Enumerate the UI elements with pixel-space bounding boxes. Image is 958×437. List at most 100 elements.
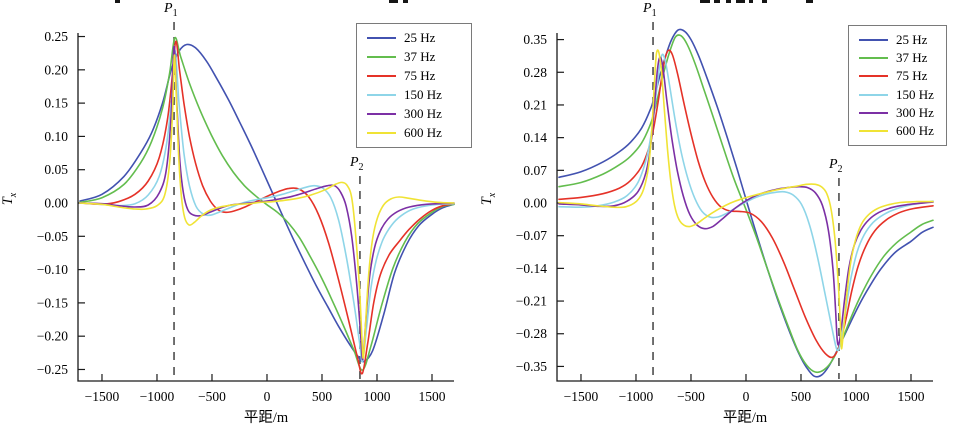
- annotation-label-P2: P2: [349, 155, 364, 173]
- x-tick-label: −1500: [85, 389, 120, 404]
- y-tick-label: −0.25: [37, 362, 68, 377]
- cropped-caption-fragment: [115, 0, 120, 3]
- legend-box: 25 Hz 37 Hz 75 Hz 150 Hz 300 Hz 600 Hz: [848, 25, 947, 146]
- legend-entry-label: 75 Hz: [404, 68, 436, 84]
- cropped-caption-fragment: [700, 0, 710, 3]
- legend-line-sample: [367, 56, 396, 59]
- x-tick-label: 0: [264, 389, 271, 404]
- y-tick-label: 0.00: [44, 196, 68, 211]
- legend-entry-label: 25 Hz: [404, 30, 436, 46]
- annotation-label-P1: P1: [164, 1, 178, 19]
- y-tick-label: −0.10: [37, 262, 68, 277]
- legend-line-sample: [367, 37, 396, 40]
- panel-left: 0.25 0.20 0.15 0.10 0.05 0.00 −0.05 −0.10 −0.15 −…: [0, 1, 472, 426]
- legend-line-sample: [859, 57, 888, 60]
- y-tick-label: −0.14: [516, 261, 547, 276]
- legend-entry: 25 Hz: [367, 30, 471, 46]
- annotation-label-P1: P1: [643, 1, 657, 19]
- legend-line-sample: [859, 93, 888, 96]
- legend-line-sample: [859, 75, 888, 78]
- y-tick-label: 0.28: [523, 65, 547, 80]
- legend-entry: 37 Hz: [859, 50, 946, 66]
- y-axis-title-subscript: x: [486, 192, 498, 198]
- cropped-caption-fragment: [736, 0, 745, 3]
- legend-entry-label: 300 Hz: [896, 104, 934, 120]
- legend-line-sample: [859, 39, 888, 42]
- axis-spines: [556, 33, 933, 382]
- y-axis-title: Tx: [479, 179, 501, 219]
- x-tick-label: −1000: [140, 389, 175, 404]
- y-tick-label: −0.20: [37, 329, 68, 344]
- x-tick-label: 1500: [418, 389, 445, 404]
- legend-box: 25 Hz 37 Hz 75 Hz 150 Hz 300 Hz 600 Hz: [356, 23, 472, 148]
- legend-entry: 75 Hz: [859, 68, 946, 84]
- y-tick-label: −0.05: [37, 229, 68, 244]
- cropped-caption-fragment: [403, 0, 408, 3]
- y-tick-label: 0.20: [44, 62, 68, 77]
- x-tick-label: 500: [791, 389, 812, 404]
- x-tick-label: −500: [677, 389, 705, 404]
- series-curve-75-Hz: [79, 40, 455, 375]
- panel-right: 0.35 0.28 0.21 0.14 0.07 0.00 −0.07 −0.14 −0.21 −…: [479, 0, 958, 437]
- legend-entry-label: 300 Hz: [404, 105, 442, 121]
- x-tick-label: −1000: [619, 389, 654, 404]
- cropped-caption-fragment: [806, 0, 813, 3]
- legend-entry-label: 37 Hz: [896, 50, 928, 66]
- x-axis-title: 平距/m: [243, 410, 289, 426]
- axis-spines: [77, 33, 454, 382]
- legend-entry-label: 75 Hz: [896, 68, 928, 84]
- series-curve-37-Hz: [79, 36, 455, 371]
- legend-line-sample: [859, 129, 888, 132]
- y-tick-label: −0.07: [516, 228, 547, 243]
- y-tick-label: 0.14: [523, 130, 547, 145]
- cropped-caption-fragment: [749, 0, 753, 3]
- x-tick-label: 1000: [842, 389, 869, 404]
- x-tick-label: 500: [312, 389, 333, 404]
- y-tick-label: 0.00: [523, 196, 547, 211]
- legend-entry-label: 600 Hz: [404, 124, 442, 140]
- legend-entry: 600 Hz: [367, 125, 471, 141]
- y-axis-title-text: T: [0, 197, 16, 206]
- x-tick-label: −500: [198, 389, 226, 404]
- y-axis-title-text: T: [479, 197, 495, 206]
- x-tick-label: 0: [743, 389, 750, 404]
- chart-svg-right: 0.35 0.28 0.21 0.14 0.07 0.00 −0.07 −0.14 −0.21 −…: [516, 22, 934, 404]
- y-tick-label: 0.35: [523, 32, 547, 47]
- legend-line-sample: [859, 111, 888, 114]
- y-tick-label: 0.07: [523, 163, 547, 178]
- y-tick-label: 0.21: [523, 97, 547, 112]
- cropped-caption-fragment: [714, 0, 720, 3]
- legend-entry: 300 Hz: [367, 106, 471, 122]
- series-curve-600-Hz: [79, 54, 455, 359]
- legend-entry: 25 Hz: [859, 32, 946, 48]
- annotation-label-P2: P2: [828, 157, 843, 175]
- y-tick-label: −0.15: [37, 295, 68, 310]
- x-tick-label: 1000: [363, 389, 390, 404]
- y-tick-label: 0.10: [44, 129, 68, 144]
- y-tick-label: 0.25: [44, 29, 68, 44]
- series-curve-37-Hz: [558, 34, 934, 374]
- series-curve-25-Hz: [558, 28, 934, 378]
- legend-entry-label: 600 Hz: [896, 122, 934, 138]
- cropped-caption-fragment: [726, 0, 731, 3]
- y-tick-label: 0.15: [44, 96, 68, 111]
- y-tick-label: −0.35: [516, 359, 547, 374]
- legend-entry: 150 Hz: [367, 87, 471, 103]
- y-tick-label: −0.28: [516, 326, 547, 341]
- x-tick-label: −1500: [564, 389, 599, 404]
- legend-entry-label: 37 Hz: [404, 49, 436, 65]
- series-curve-150-Hz: [79, 49, 455, 363]
- legend-entry: 150 Hz: [859, 87, 946, 103]
- legend-entry: 600 Hz: [859, 123, 946, 139]
- legend-entry: 75 Hz: [367, 68, 471, 84]
- y-axis-title-subscript: x: [7, 192, 19, 198]
- y-axis-title: Tx: [0, 179, 22, 219]
- series-curve-300-Hz: [79, 45, 455, 361]
- legend-entry-label: 150 Hz: [896, 86, 934, 102]
- legend-line-sample: [367, 131, 396, 134]
- legend-line-sample: [367, 93, 396, 96]
- legend-entry-label: 150 Hz: [404, 86, 442, 102]
- x-tick-label: 1500: [897, 389, 924, 404]
- legend-entry: 37 Hz: [367, 49, 471, 65]
